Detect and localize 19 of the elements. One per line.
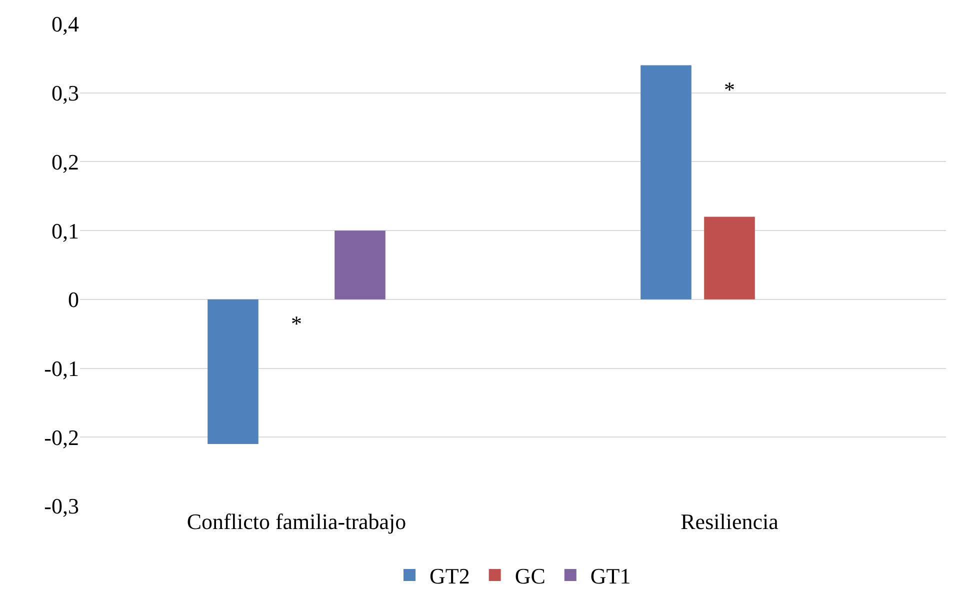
bar	[208, 299, 258, 444]
y-tick-label: 0,3	[52, 80, 79, 106]
x-tick-label: Conflicto familia-trabajo	[186, 509, 406, 534]
y-tick-label: 0	[68, 287, 79, 312]
legend-label: GT1	[590, 564, 631, 589]
annotation: *	[291, 311, 302, 336]
bar	[704, 216, 755, 300]
y-tick-label: -0,1	[44, 356, 79, 381]
bar	[640, 65, 692, 300]
y-tick-label: 0,4	[52, 12, 79, 37]
legend-label: GT2	[430, 564, 470, 589]
annotation: *	[724, 77, 735, 102]
bar	[334, 230, 386, 300]
x-tick-label: Resiliencia	[680, 509, 779, 534]
y-tick-label: -0,3	[44, 494, 79, 519]
y-tick-label: 0,2	[52, 149, 79, 174]
y-tick-label: 0,1	[52, 218, 79, 244]
y-tick-label: -0,2	[44, 424, 79, 450]
legend-label: GC	[514, 564, 546, 589]
